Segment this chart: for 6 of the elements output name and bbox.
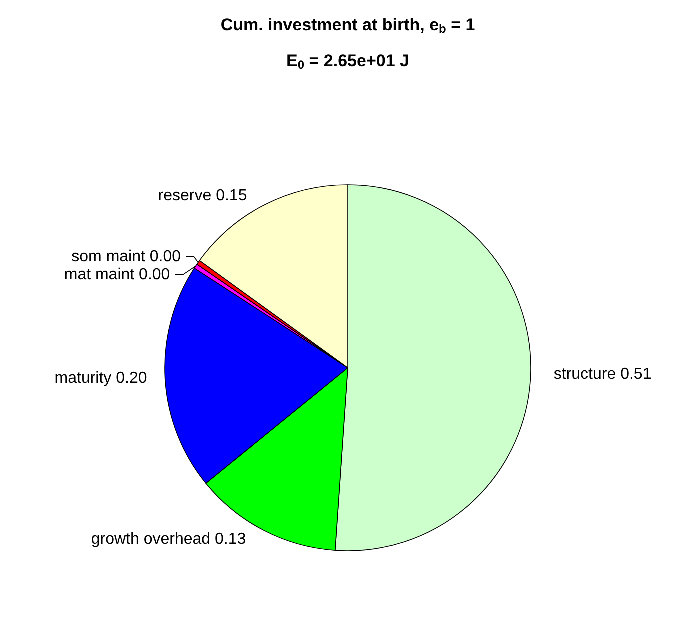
slice-label: maturity 0.20 <box>54 370 148 387</box>
slice-label: som maint 0.00 <box>72 248 182 266</box>
slice-label: reserve 0.15 <box>158 188 248 205</box>
slice-label: growth overhead 0.13 <box>91 530 246 548</box>
slice-label: structure 0.51 <box>554 366 652 384</box>
slice-label: mat maint 0.00 <box>64 266 170 284</box>
